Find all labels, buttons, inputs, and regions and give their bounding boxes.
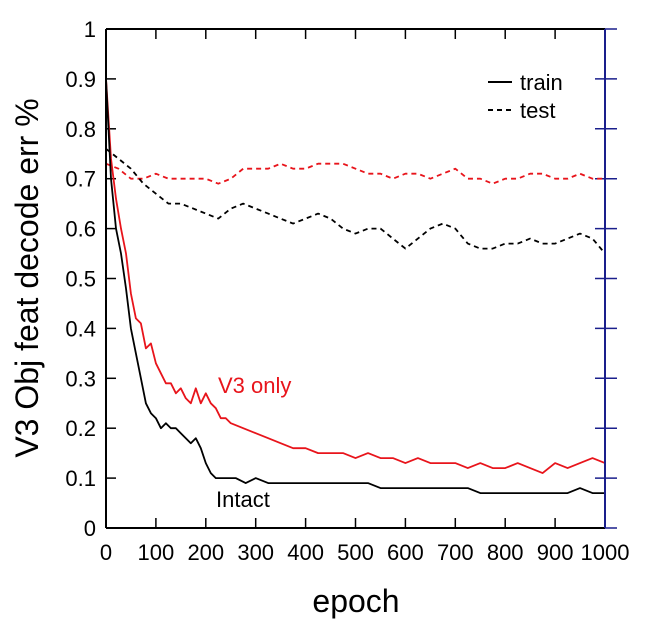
x-tick-label: 800: [487, 540, 524, 565]
y-tick-label: 0.3: [65, 366, 96, 391]
y-axis-title: V3 Obj feat decode err %: [9, 98, 45, 457]
x-tick-label: 400: [287, 540, 324, 565]
x-tick-label: 900: [537, 540, 574, 565]
series-line-3: [105, 78, 605, 494]
y-tick-label: 0.6: [65, 217, 96, 242]
x-tick-label: 300: [237, 540, 274, 565]
x-tick-label: 100: [138, 540, 175, 565]
y-tick-label: 0.8: [65, 117, 96, 142]
x-tick-label: 700: [437, 540, 474, 565]
x-tick-label: 200: [187, 540, 224, 565]
legend: train test: [488, 70, 563, 123]
y-tick-label: 0.1: [65, 466, 96, 491]
x-tick-label: 500: [337, 540, 374, 565]
series-line-1: [105, 148, 606, 255]
legend-test-label: test: [520, 98, 555, 123]
series-lines: [105, 78, 606, 494]
x-tick-label: 0: [100, 540, 112, 565]
x-tick-label: 600: [387, 540, 424, 565]
y-tick-label: 1: [84, 17, 96, 42]
axes: [105, 28, 606, 529]
x-tick-label: 1000: [581, 540, 630, 565]
series-line-2: [105, 78, 606, 474]
annotation-intact: Intact: [216, 487, 270, 512]
y-tick-label: 0.2: [65, 416, 96, 441]
legend-train-label: train: [520, 70, 563, 95]
annotation-v3-only: V3 only: [218, 373, 291, 398]
y-tick-label: 0.7: [65, 167, 96, 192]
y-tick-label: 0.5: [65, 267, 96, 292]
y-tick-label: 0: [84, 516, 96, 541]
y-tick-label: 0.4: [65, 316, 96, 341]
y-tick-label: 0.9: [65, 67, 96, 92]
tick-labels: 0 100 200 300 400 500 600 700 800 900 1000 0 0.1 0.2 0…: [65, 17, 629, 565]
series-line-0: [105, 162, 605, 185]
x-axis-title: epoch: [312, 583, 399, 619]
